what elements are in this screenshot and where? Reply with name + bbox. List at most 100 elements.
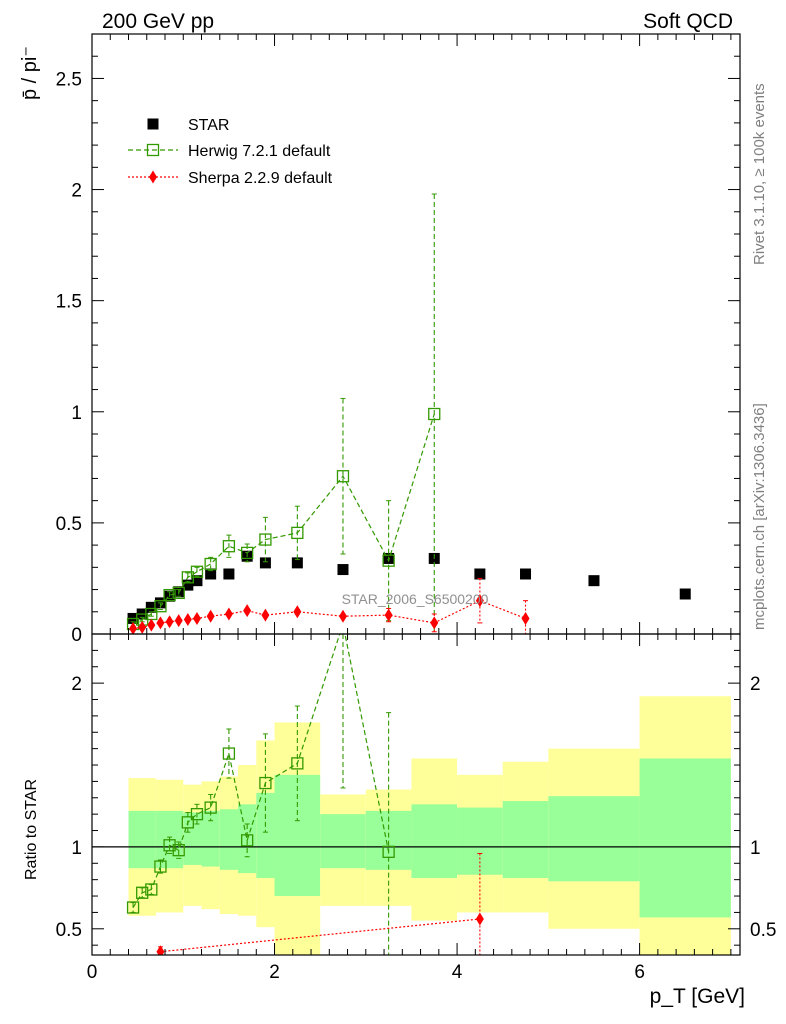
top-series-1-point: [172, 586, 185, 600]
top-y-tick-label: 0: [71, 625, 82, 646]
top-series-1-point: [204, 557, 217, 571]
ratio-series-1: [156, 852, 484, 955]
x-tick-label: 4: [452, 962, 463, 983]
legend-marker: [149, 170, 157, 184]
ratio-series-0-point: [382, 845, 395, 858]
header-left: 200 GeV pp: [102, 10, 214, 33]
top-series-1: [126, 193, 441, 634]
top-series-1-point: [291, 526, 304, 540]
top-series-1-line: [132, 413, 435, 625]
legend-label-1: Herwig 7.2.1 default: [188, 143, 331, 160]
top-series-1-point: [154, 600, 167, 613]
band-inner-7: [274, 774, 321, 897]
top-series-1-point: [241, 546, 254, 560]
top-series-2-point: [192, 611, 201, 625]
bottom-ylabel: Ratio to STAR: [23, 779, 40, 880]
ratio-series-1-line: [160, 918, 480, 953]
top-y-tick-label: 2.5: [56, 69, 82, 90]
ratio-series-1-point: [156, 945, 165, 955]
top-series-2-point: [129, 621, 138, 634]
top-series-1-point: [259, 533, 272, 546]
top-series-0-point: [182, 579, 194, 591]
top-series-2-point: [261, 608, 270, 622]
legend-marker: [146, 143, 160, 157]
ratio-data-area: [92, 634, 740, 955]
ratio-series-0-point: [126, 901, 140, 914]
uncertainty-bands: [128, 696, 731, 955]
ratio-series-1-point: [475, 912, 484, 926]
top-series-1-point: [190, 565, 204, 578]
ratio-series-0-point: [222, 747, 236, 760]
top-series-2-point: [138, 620, 147, 634]
band-inner-14: [639, 758, 731, 918]
ratio-series-0-point: [241, 834, 254, 847]
top-series-0-point: [145, 601, 157, 613]
axes-frames: 0 2 4 600.511.522.50.5 0.51 12 2: [56, 33, 776, 983]
ratio-series-0-point: [181, 816, 194, 829]
top-series-0-point: [520, 568, 532, 580]
bottom-xlabel: p_T [GeV]: [650, 985, 745, 1008]
top-series-0-point: [474, 568, 486, 580]
top-series-0-point: [259, 557, 271, 569]
top-ylabel: p̄ / pi⁻: [19, 46, 41, 100]
band-inner-10: [411, 804, 458, 879]
ratio-series-0-point: [204, 801, 217, 814]
top-series-2-point: [384, 608, 393, 622]
top-series-2-line: [132, 600, 526, 630]
ratio-y-tick-label-right: 1: [750, 838, 761, 859]
top-series-1-point: [222, 540, 236, 553]
source-label: mcplots.cern.ch [arXiv:1306.3436]: [751, 403, 768, 630]
top-series-2-point: [293, 605, 302, 619]
top-series-2: [129, 577, 530, 634]
band-inner-11: [457, 807, 503, 875]
top-series-2-point: [147, 618, 156, 632]
rivet-label: Rivet 3.1.10, ≥ 100k events: [751, 83, 768, 265]
top-series-2-point: [338, 609, 347, 623]
top-series-2-point: [521, 611, 530, 625]
top-series-1-point: [336, 470, 350, 483]
band-inner-12: [502, 801, 549, 879]
ratio-series-0-point: [136, 886, 149, 899]
ratio-series-0-point: [259, 776, 272, 790]
band-inner-4: [219, 809, 239, 870]
legend-label-2: Sherpa 2.2.9 default: [188, 170, 333, 187]
header-right: Soft QCD: [643, 10, 733, 33]
ratio-frame: [91, 633, 741, 956]
top-series-2-point: [224, 607, 233, 621]
top-series-0-point: [337, 564, 349, 576]
top-series-2-point: [156, 616, 165, 630]
main-plot: [126, 193, 691, 634]
top-y-tick-label: 1: [71, 403, 82, 424]
top-series-0-point: [205, 568, 217, 580]
top-series-2-point: [183, 613, 192, 627]
top-y-tick-label: 1.5: [56, 292, 82, 313]
top-series-2-point: [475, 594, 484, 608]
legend-label-0: STAR: [188, 117, 229, 134]
ratio-series-0-point: [145, 883, 158, 896]
ratio-series-0: [126, 634, 395, 955]
x-tick-label: 6: [634, 962, 645, 983]
top-series-0-point: [291, 557, 303, 569]
band-inner-13: [548, 796, 640, 882]
ratio-series-0-point: [154, 860, 167, 873]
top-series-2-point: [165, 615, 174, 629]
band-inner-6: [256, 792, 275, 879]
ratio-series-0-point: [190, 808, 204, 821]
top-series-2-point: [243, 604, 252, 618]
band-inner-3: [201, 810, 220, 867]
ratio-series-0-point: [172, 844, 185, 857]
ratio-y-tick-label-right: 2: [750, 674, 761, 695]
top-series-1-point: [428, 407, 441, 421]
ratio-series-0-point: [291, 757, 304, 770]
top-series-1-point: [382, 554, 395, 567]
band-inner-0: [128, 810, 156, 869]
ratio-series-0-line: [132, 634, 390, 908]
top-y-tick-label: 0.5: [56, 514, 82, 535]
ratio-y-tick-label-left: 1: [71, 838, 82, 859]
top-series-2-point: [206, 609, 215, 623]
top-series-0-point: [588, 575, 600, 587]
top-y-tick-label: 2: [71, 181, 82, 202]
top-series-2-point: [174, 614, 183, 628]
top-data-area: [126, 193, 691, 634]
